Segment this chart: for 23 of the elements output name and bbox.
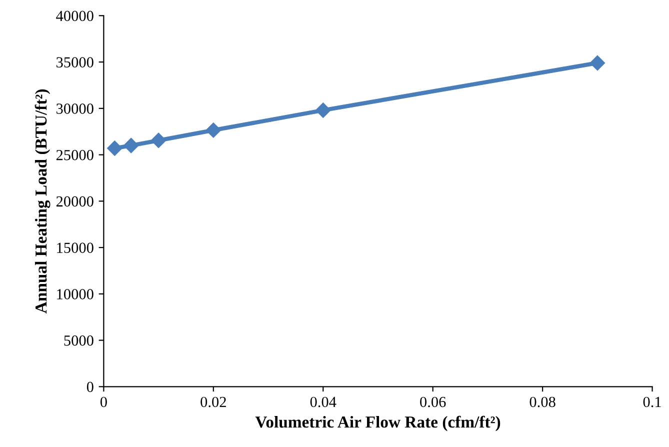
- x-tick-label: 0: [100, 396, 107, 408]
- y-tick-label: 5000: [64, 335, 94, 346]
- y-tick-label: 25000: [56, 150, 94, 160]
- x-tick-label: 0.06: [420, 396, 446, 408]
- point: [124, 138, 139, 154]
- y-tick-label: 30000: [56, 104, 94, 114]
- point: [316, 102, 331, 118]
- y-tick-label: 20000: [56, 196, 94, 207]
- x-axis-title: Volumetric Air Flow Rate (cfm/ft²): [255, 416, 500, 432]
- point: [150, 132, 166, 148]
- point: [590, 55, 605, 71]
- x-tick-label: 0.08: [530, 396, 556, 408]
- point: [206, 122, 221, 138]
- y-tick-label: 35000: [56, 57, 94, 68]
- x-tick-label: 0.02: [200, 396, 226, 408]
- x-tick-label: 0.04: [310, 396, 336, 408]
- x-tick-label: 0.1: [643, 396, 661, 408]
- y-tick-label: 15000: [57, 242, 94, 253]
- y-tick-label: 40000: [56, 10, 94, 22]
- y-axis-title: Annual Heating Load (BTU/ft²): [34, 89, 50, 314]
- y-tick-label: 0: [86, 382, 94, 392]
- y-tick-label: 10000: [57, 289, 94, 300]
- point: [107, 140, 122, 156]
